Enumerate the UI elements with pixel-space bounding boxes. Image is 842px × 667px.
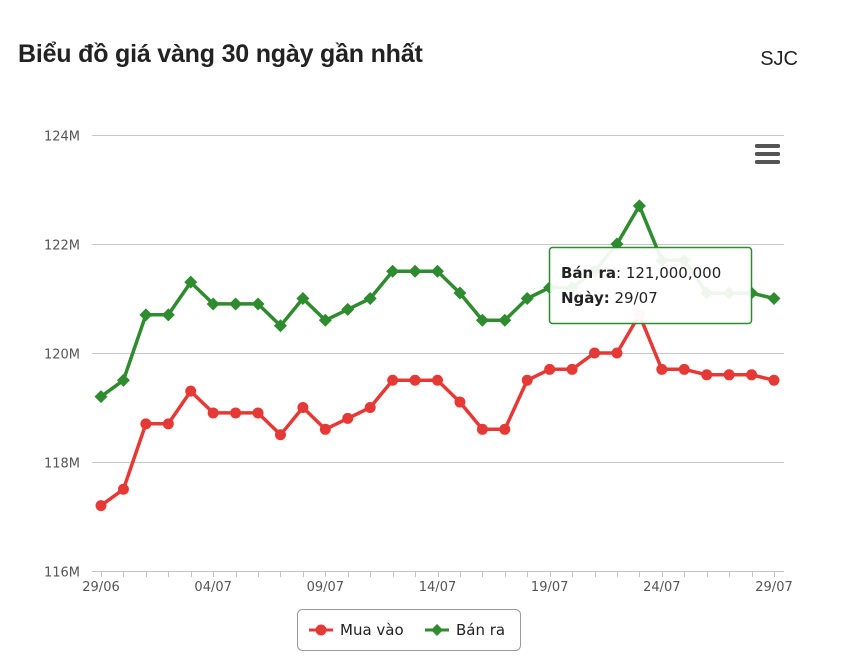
data-point[interactable]: [185, 385, 197, 397]
data-point[interactable]: [273, 319, 287, 333]
legend-buy-marker-icon: [315, 624, 327, 636]
y-tick-label: 120M: [44, 348, 80, 363]
data-point[interactable]: [723, 369, 735, 381]
data-point[interactable]: [544, 363, 556, 375]
data-point[interactable]: [408, 264, 422, 278]
data-point[interactable]: [139, 308, 153, 322]
legend-sell-marker-icon: [431, 624, 443, 636]
data-point[interactable]: [342, 412, 354, 424]
data-point[interactable]: [701, 369, 713, 381]
series-area: [94, 199, 781, 512]
data-point[interactable]: [274, 429, 286, 441]
legend-buy-label: Mua vào: [340, 621, 404, 639]
data-point[interactable]: [768, 374, 780, 386]
data-point[interactable]: [454, 396, 466, 408]
legend-item-buy[interactable]: Mua vào: [309, 621, 404, 639]
grid-lines: [92, 135, 784, 463]
tooltip: Bán ra: 121,000,000 Ngày: 29/07: [548, 246, 753, 325]
data-point[interactable]: [252, 407, 264, 419]
data-point[interactable]: [95, 500, 107, 512]
data-point[interactable]: [611, 347, 623, 359]
data-point[interactable]: [499, 423, 511, 435]
brand-label: SJC: [760, 48, 798, 70]
y-tick-label: 116M: [44, 566, 80, 581]
y-tick-label: 124M: [44, 130, 80, 145]
data-point[interactable]: [363, 292, 377, 305]
data-point[interactable]: [140, 418, 152, 430]
data-point[interactable]: [432, 374, 443, 386]
data-point[interactable]: [116, 373, 130, 387]
data-point[interactable]: [206, 297, 220, 311]
data-point[interactable]: [341, 302, 355, 316]
data-point[interactable]: [318, 313, 332, 327]
x-tick-label: 24/07: [643, 580, 680, 595]
data-point[interactable]: [476, 423, 488, 435]
data-point[interactable]: [520, 292, 534, 305]
data-point[interactable]: [431, 264, 444, 278]
hamburger-menu-icon[interactable]: [754, 143, 781, 165]
data-point[interactable]: [746, 369, 758, 381]
data-point[interactable]: [319, 423, 331, 435]
svg-text:Ngày: 29/07: Ngày: 29/07: [561, 289, 658, 307]
data-point[interactable]: [94, 390, 108, 404]
data-point[interactable]: [767, 292, 781, 305]
tooltip-date: 29/07: [615, 289, 658, 307]
data-point[interactable]: [386, 264, 400, 278]
legend-item-sell[interactable]: Bán ra: [425, 621, 505, 639]
x-tick-label: 29/07: [755, 580, 792, 595]
data-point[interactable]: [117, 483, 129, 495]
data-point[interactable]: [229, 297, 243, 311]
x-tick-label: 04/07: [194, 580, 231, 595]
series-buy: [95, 309, 780, 512]
data-point[interactable]: [632, 199, 646, 213]
y-tick-label: 122M: [44, 239, 80, 254]
data-point[interactable]: [162, 418, 174, 430]
chart-title: Biểu đồ giá vàng 30 ngày gần nhất: [18, 40, 423, 68]
data-point[interactable]: [521, 374, 533, 386]
data-point[interactable]: [184, 275, 198, 289]
tooltip-series-label: Bán ra: [561, 264, 616, 282]
svg-text:Bán ra: 121,000,000: Bán ra: 121,000,000: [561, 264, 721, 282]
data-point[interactable]: [475, 313, 489, 327]
data-point[interactable]: [589, 347, 601, 359]
series-line: [99, 313, 776, 508]
data-point[interactable]: [364, 402, 376, 413]
x-axis: 29/06 04/07 09/07 14/07 19/07 24/07 29/07: [82, 571, 793, 595]
data-point[interactable]: [387, 374, 399, 386]
data-point[interactable]: [656, 363, 668, 375]
tooltip-value: 121,000,000: [626, 264, 721, 282]
tooltip-date-label: Ngày: [561, 289, 604, 307]
data-point[interactable]: [296, 292, 310, 305]
data-point[interactable]: [453, 286, 467, 300]
data-point[interactable]: [566, 363, 578, 375]
y-axis: 116M 118M 120M 122M 124M: [44, 130, 80, 581]
data-point[interactable]: [251, 297, 265, 311]
data-point[interactable]: [498, 313, 512, 327]
data-point[interactable]: [678, 363, 690, 375]
y-tick-label: 118M: [44, 457, 80, 472]
data-point[interactable]: [409, 374, 421, 386]
legend-sell-label: Bán ra: [456, 621, 505, 639]
x-tick-label: 14/07: [419, 580, 456, 595]
legend: Mua vào Bán ra: [297, 609, 521, 651]
x-tick-label: 29/06: [82, 580, 119, 595]
data-point[interactable]: [297, 402, 309, 413]
data-point[interactable]: [207, 407, 219, 419]
x-tick-label: 09/07: [307, 580, 344, 595]
data-point[interactable]: [161, 308, 175, 322]
data-point[interactable]: [230, 407, 242, 419]
x-tick-label: 19/07: [531, 580, 568, 595]
